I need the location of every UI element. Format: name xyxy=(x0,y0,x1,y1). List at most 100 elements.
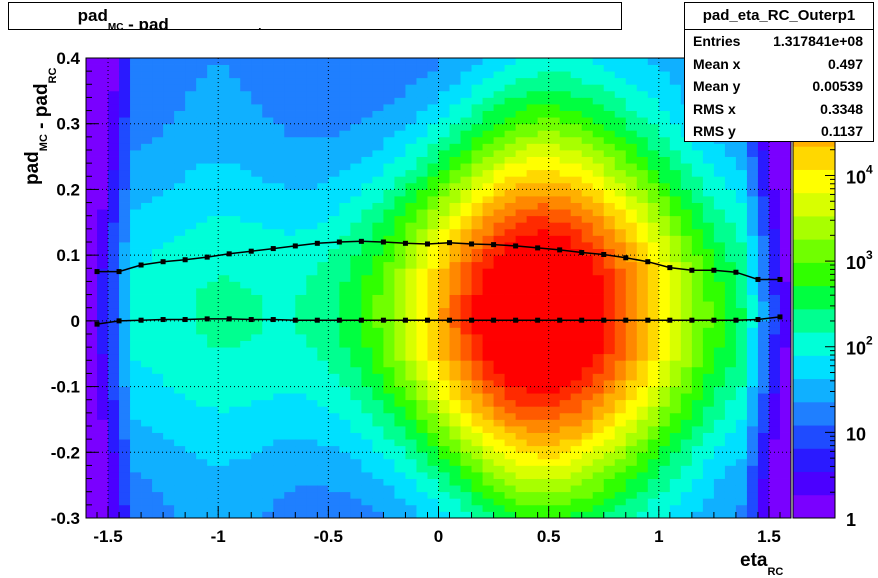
heatmap-cell xyxy=(526,261,539,269)
heatmap-cell xyxy=(647,261,660,269)
heatmap-cell xyxy=(438,485,450,493)
heatmap-cell xyxy=(592,228,605,236)
heatmap-cell xyxy=(218,136,230,144)
heatmap-cell xyxy=(372,307,384,315)
heatmap-cell xyxy=(262,406,274,414)
heatmap-cell xyxy=(405,117,417,125)
heatmap-cell xyxy=(768,176,781,184)
heatmap-cell xyxy=(581,452,594,460)
heatmap-cell xyxy=(592,169,605,177)
heatmap-cell xyxy=(471,307,483,315)
heatmap-cell xyxy=(658,399,671,407)
heatmap-cell xyxy=(592,399,605,407)
heatmap-cell xyxy=(669,386,682,394)
heatmap-cell xyxy=(537,97,550,105)
heatmap-cell xyxy=(361,301,373,309)
heatmap-cell xyxy=(537,58,550,65)
heatmap-cell xyxy=(119,445,131,453)
heatmap-cell xyxy=(647,360,660,368)
heatmap-cell xyxy=(636,255,649,263)
heatmap-cell xyxy=(350,439,362,447)
heatmap-cell xyxy=(449,104,461,111)
heatmap-cell xyxy=(295,380,307,387)
heatmap-cell xyxy=(350,281,362,289)
heatmap-cell xyxy=(526,71,539,79)
heatmap-cell xyxy=(119,511,131,519)
heatmap-cell xyxy=(97,196,109,203)
heatmap-cell xyxy=(97,104,109,111)
heatmap-cell xyxy=(537,104,550,111)
heatmap-cell xyxy=(581,150,594,157)
heatmap-cell xyxy=(779,255,792,263)
heatmap-cell xyxy=(86,123,98,131)
heatmap-cell xyxy=(449,77,461,85)
heatmap-cell xyxy=(163,268,175,276)
heatmap-cell xyxy=(317,485,329,493)
heatmap-cell xyxy=(735,412,748,420)
heatmap-cell xyxy=(262,123,274,131)
heatmap-cell xyxy=(240,334,252,341)
heatmap-cell xyxy=(108,347,120,355)
heatmap-cell xyxy=(119,242,131,249)
heatmap-cell xyxy=(471,255,483,263)
heatmap-cell xyxy=(196,511,208,519)
heatmap-cell xyxy=(713,288,726,295)
palette-swatch xyxy=(793,448,835,473)
data-point xyxy=(270,317,276,323)
heatmap-cell xyxy=(460,380,472,387)
heatmap-cell xyxy=(746,301,759,309)
heatmap-cell xyxy=(724,452,737,460)
heatmap-cell xyxy=(724,255,737,263)
stats-row-rms-x: RMS x 0.3348 xyxy=(685,98,873,121)
heatmap-cell xyxy=(394,458,406,466)
data-point xyxy=(292,317,298,323)
heatmap-cell xyxy=(273,274,285,282)
heatmap-cell xyxy=(130,307,142,315)
heatmap-cell xyxy=(163,419,175,427)
heatmap-cell xyxy=(482,288,494,295)
heatmap-cell xyxy=(218,228,230,236)
heatmap-cell xyxy=(592,472,605,479)
heatmap-cell xyxy=(449,432,461,440)
z-tick-label: 102 xyxy=(846,334,873,359)
heatmap-cell xyxy=(746,143,759,151)
heatmap-cell xyxy=(383,327,395,335)
heatmap-cell xyxy=(482,104,494,111)
heatmap-cell xyxy=(548,209,561,217)
heatmap-cell xyxy=(284,301,296,309)
heatmap-cell xyxy=(614,215,627,223)
heatmap-cell xyxy=(537,288,550,295)
heatmap-cell xyxy=(251,143,263,151)
heatmap-cell xyxy=(482,189,494,197)
heatmap-cell xyxy=(416,393,428,401)
heatmap-cell xyxy=(658,71,671,79)
heatmap-cell xyxy=(284,209,296,217)
heatmap-cell xyxy=(240,393,252,401)
heatmap-cell xyxy=(493,215,505,223)
heatmap-cell xyxy=(405,189,417,197)
heatmap-cell xyxy=(603,472,616,479)
heatmap-cell xyxy=(680,301,693,309)
heatmap-cell xyxy=(350,406,362,414)
heatmap-cell xyxy=(350,498,362,506)
heatmap-cell xyxy=(196,143,208,151)
heatmap-cell xyxy=(614,393,627,401)
heatmap-cell xyxy=(592,196,605,203)
heatmap-cell xyxy=(86,84,98,92)
heatmap-cell xyxy=(119,209,131,217)
heatmap-cell xyxy=(328,77,340,85)
heatmap-cell xyxy=(548,189,561,197)
heatmap-cell xyxy=(636,511,649,519)
heatmap-cell xyxy=(449,136,461,144)
heatmap-cell xyxy=(735,399,748,407)
heatmap-cell xyxy=(185,150,197,157)
heatmap-cell xyxy=(427,327,439,335)
heatmap-cell xyxy=(86,485,98,493)
heatmap-cell xyxy=(548,419,561,427)
heatmap-cell xyxy=(207,97,219,105)
heatmap-cell xyxy=(97,156,109,164)
heatmap-cell xyxy=(603,386,616,394)
heatmap-cell xyxy=(482,426,494,433)
heatmap-cell xyxy=(108,90,120,98)
heatmap-cell xyxy=(482,498,494,506)
